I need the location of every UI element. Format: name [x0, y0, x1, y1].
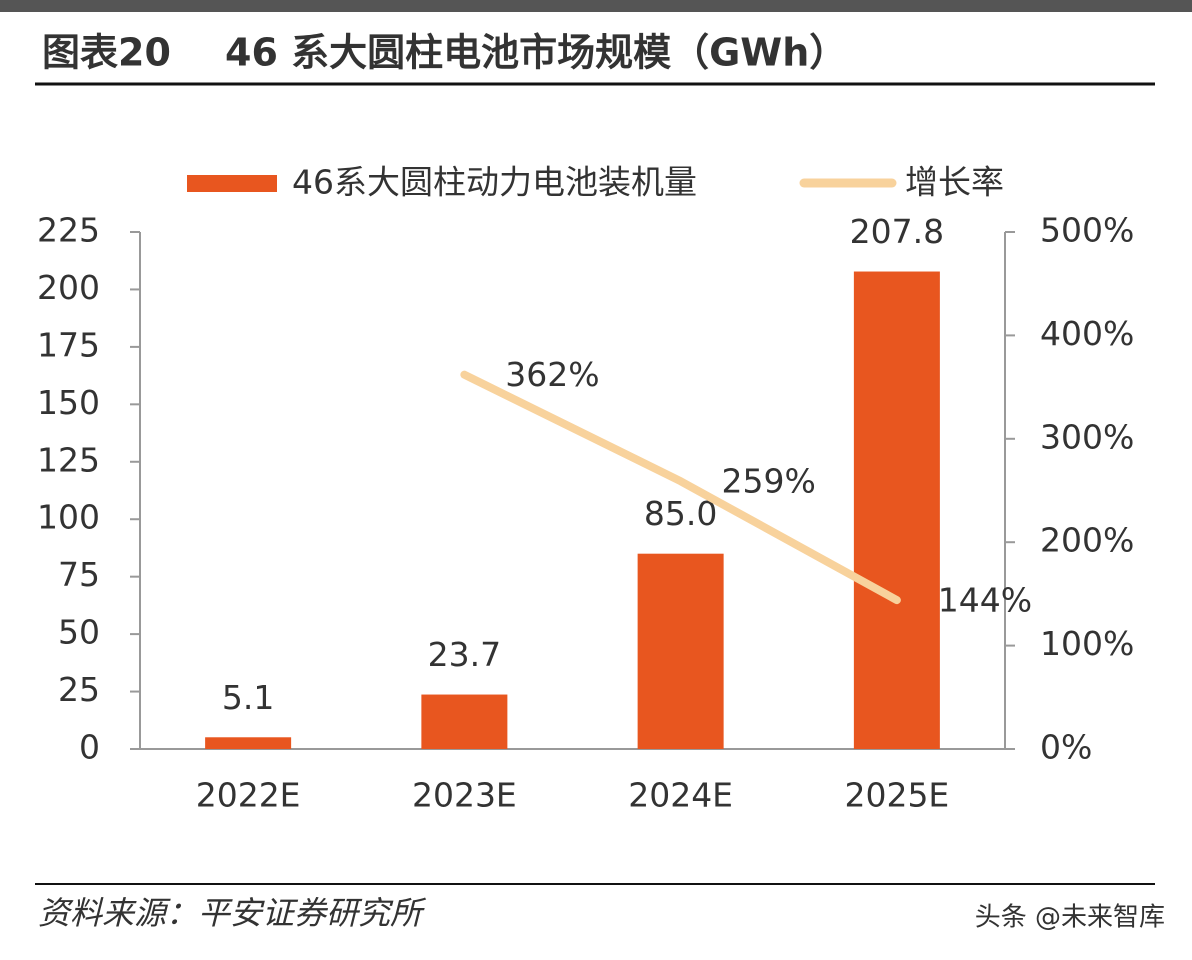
y2-tick-label: 300% — [1040, 417, 1134, 456]
bar — [853, 271, 940, 749]
y2-tick-label: 200% — [1040, 521, 1134, 560]
y-tick-label: 200 — [37, 268, 100, 307]
legend-swatch — [187, 175, 277, 192]
chart-title: 46 系大圆柱电池市场规模（GWh） — [225, 31, 847, 75]
y2-tick-label: 400% — [1040, 314, 1134, 353]
y-tick-label: 175 — [37, 325, 100, 364]
figure-label: 图表20 — [42, 31, 171, 75]
y-tick-label: 0 — [79, 728, 100, 767]
data-label: 23.7 — [428, 635, 501, 674]
data-label: 362% — [505, 355, 599, 394]
data-label: 5.1 — [222, 678, 274, 717]
x-tick-label: 2025E — [844, 776, 949, 815]
source: 资料来源：平安证券研究所 — [38, 894, 427, 932]
legend-label: 46系大圆柱动力电池装机量 — [292, 163, 697, 202]
x-tick-label: 2023E — [412, 776, 517, 815]
line — [460, 370, 901, 605]
data-label: 259% — [721, 462, 815, 501]
watermark: 头条 @未来智库 — [975, 903, 1165, 933]
y-tick-label: 150 — [37, 383, 100, 422]
y2-tick-label: 500% — [1040, 211, 1134, 250]
data-label: 85.0 — [644, 494, 717, 533]
x-tick-label: 2022E — [196, 776, 301, 815]
y2-tick-label: 100% — [1040, 624, 1134, 663]
y-tick-label: 100 — [37, 498, 100, 537]
y-tick-label: 25 — [58, 670, 100, 709]
y-tick-label: 50 — [58, 613, 100, 652]
y-tick-label: 125 — [37, 440, 100, 479]
top-bar — [0, 0, 1192, 12]
y2-tick-label: 0% — [1040, 728, 1092, 767]
y-tick-label: 75 — [58, 555, 100, 594]
data-label: 144% — [938, 581, 1032, 620]
bar — [205, 737, 292, 749]
data-label: 207.8 — [850, 212, 944, 251]
y-tick-label: 225 — [37, 211, 100, 250]
x-tick-label: 2024E — [628, 776, 733, 815]
bar — [637, 553, 724, 749]
legend-label: 增长率 — [905, 163, 1004, 202]
bar — [421, 694, 508, 749]
